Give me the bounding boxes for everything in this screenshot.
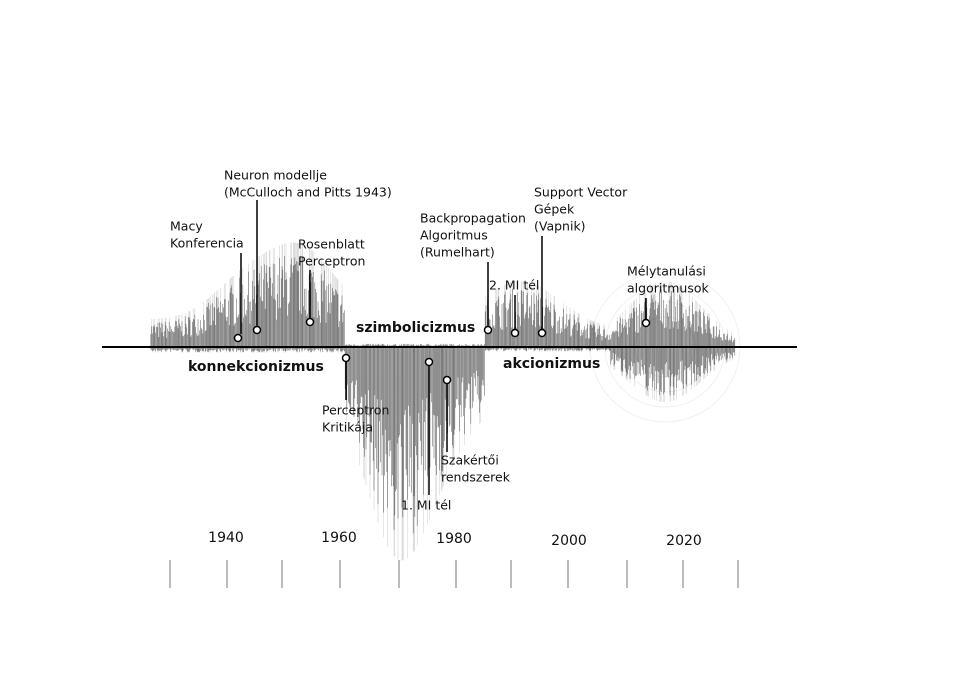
- event-label: 1. MI tél: [401, 498, 451, 513]
- event-label: Mélytanulási: [627, 264, 706, 279]
- event-label: (Vapnik): [534, 219, 586, 234]
- event-label: algoritmusok: [627, 281, 709, 296]
- event-label: Rosenblatt: [298, 237, 365, 252]
- year-label: 2020: [666, 533, 702, 549]
- event-marker: [252, 325, 262, 335]
- event-label: 2. MI tél: [489, 278, 539, 293]
- event-label: Kritikája: [322, 420, 373, 435]
- event-label: Algoritmus: [420, 228, 488, 243]
- event-marker: [341, 353, 351, 363]
- event-label: Backpropagation: [420, 211, 526, 226]
- event-label: Gépek: [534, 202, 575, 217]
- event-label: Support Vector: [534, 185, 628, 200]
- event-label: Perceptron: [322, 403, 389, 418]
- event-label: Szakértői: [441, 453, 499, 468]
- timeline-ticks: 1940 1960 1980 2000 2020: [169, 530, 739, 588]
- wave-faint: [151, 242, 733, 561]
- event-marker: [510, 328, 520, 338]
- paradigm-label: szimbolicizmus: [356, 320, 475, 336]
- year-label: 1980: [436, 531, 472, 547]
- year-label: 2000: [551, 533, 587, 549]
- event-label: Neuron modellje: [224, 168, 327, 183]
- event-marker: [641, 318, 651, 328]
- event-marker: [537, 328, 547, 338]
- event-label: Perceptron: [298, 254, 365, 269]
- event-marker: [442, 375, 452, 385]
- event-label: Konferencia: [170, 236, 244, 251]
- events: Macy Konferencia Neuron modellje (McCulloch…: [170, 168, 709, 513]
- event-label: Macy: [170, 219, 203, 234]
- event-label: (McCulloch and Pitts 1943): [224, 185, 392, 200]
- year-label: 1940: [208, 530, 244, 546]
- event-marker: [305, 317, 315, 327]
- event-marker: [233, 333, 243, 343]
- year-label: 1960: [321, 530, 357, 546]
- paradigm-label: akcionizmus: [503, 356, 600, 372]
- event-marker: [483, 325, 493, 335]
- event-label: (Rumelhart): [420, 245, 495, 260]
- event-marker: [424, 357, 434, 367]
- paradigm-label: konnekcionizmus: [188, 359, 324, 375]
- event-label: rendszerek: [441, 470, 511, 485]
